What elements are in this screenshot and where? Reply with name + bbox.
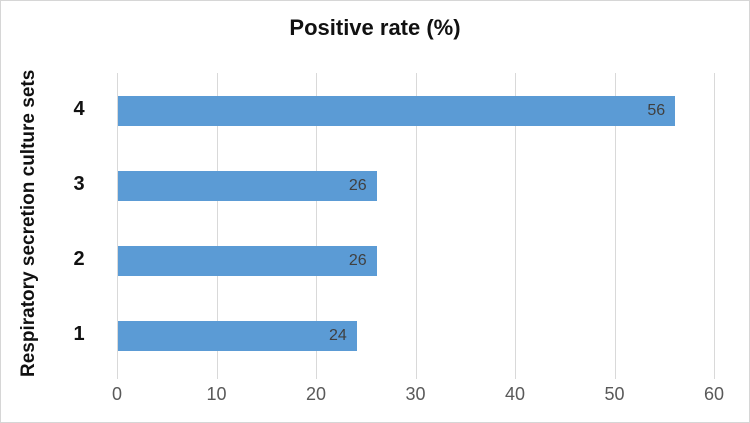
bar-value-label: 26 bbox=[348, 252, 367, 270]
bar-value-label: 26 bbox=[348, 176, 367, 194]
bar-category-3: 26 bbox=[118, 170, 377, 201]
category-label: 4 bbox=[73, 97, 85, 120]
plot-area: 56 26 26 24 bbox=[117, 73, 715, 379]
x-tick-label: 10 bbox=[206, 384, 227, 404]
gridline-30 bbox=[415, 73, 417, 379]
gridline-20 bbox=[316, 73, 317, 379]
bar-category-4: 56 bbox=[118, 95, 676, 126]
bar-category-2: 26 bbox=[118, 246, 377, 277]
gridline-0 bbox=[117, 73, 118, 379]
x-tick-label: 60 bbox=[703, 384, 725, 404]
category-label: 2 bbox=[73, 248, 85, 271]
bar-value-label: 24 bbox=[329, 327, 347, 345]
gridline-40 bbox=[515, 73, 516, 379]
category-label: 1 bbox=[73, 323, 85, 346]
x-tick-label: 30 bbox=[405, 384, 426, 404]
chart-title: Positive rate (%) bbox=[289, 15, 461, 40]
category-label: 3 bbox=[73, 172, 85, 195]
y-axis-title: Respiratory secretion culture sets bbox=[18, 69, 39, 378]
x-tick-label: 40 bbox=[504, 384, 526, 404]
bar-value-label: 56 bbox=[647, 101, 666, 119]
x-tick-label: 50 bbox=[604, 384, 625, 404]
gridline-60 bbox=[714, 73, 715, 379]
gridline-50 bbox=[614, 73, 616, 379]
x-tick-label: 20 bbox=[305, 384, 327, 404]
bar-category-1: 24 bbox=[118, 321, 357, 352]
x-tick-label: 0 bbox=[111, 384, 122, 404]
gridline-10 bbox=[216, 73, 218, 379]
